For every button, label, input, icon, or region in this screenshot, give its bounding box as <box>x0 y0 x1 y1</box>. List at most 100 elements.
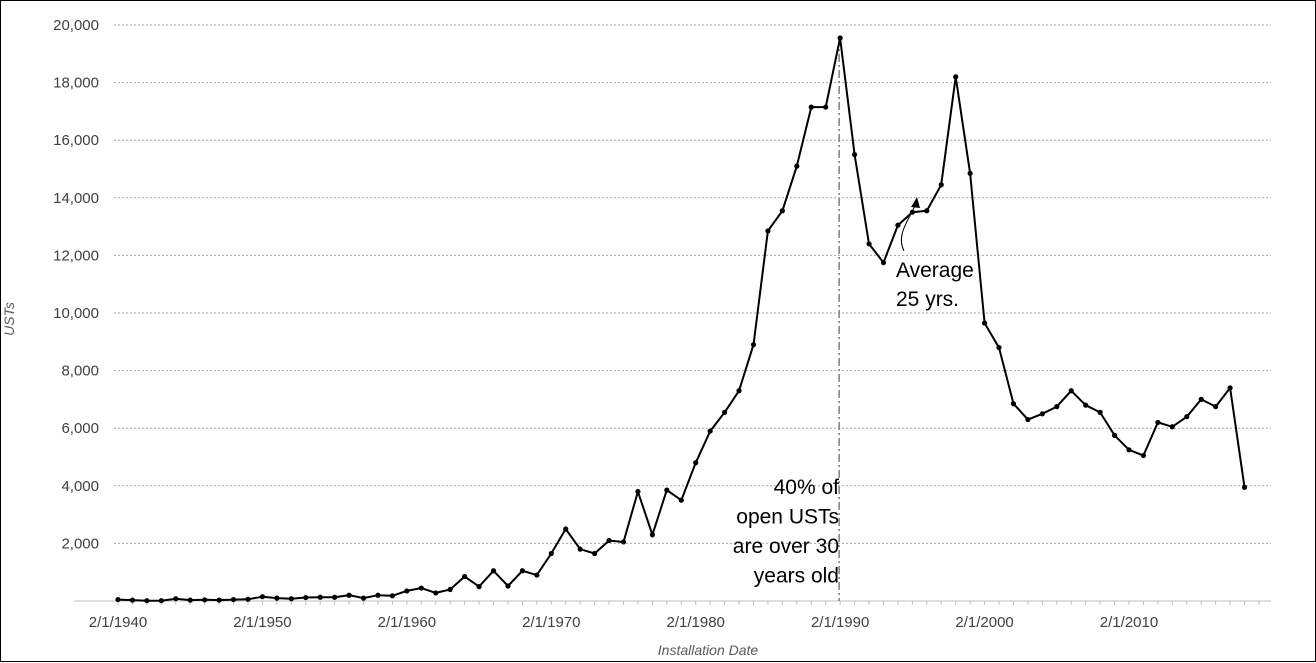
y-tick-label: 10,000 <box>53 305 99 322</box>
data-point <box>837 35 843 41</box>
data-point <box>389 593 396 599</box>
x-tick-label: 2/1/1980 <box>667 614 725 631</box>
x-tick-label: 2/1/1990 <box>811 614 869 631</box>
data-point <box>216 597 222 603</box>
x-axis-ticks: 2/1/1940 2/1/1950 2/1/1960 2/1/1970 2/1/1980… <box>89 601 1260 631</box>
data-point <box>1241 484 1248 490</box>
data-point <box>938 182 944 188</box>
data-point <box>1169 424 1175 430</box>
data-point <box>202 597 208 603</box>
y-tick-label: 18,000 <box>53 75 99 92</box>
data-point <box>404 588 410 594</box>
data-point <box>144 598 150 604</box>
data-point <box>620 539 627 545</box>
x-tick-label: 2/1/2000 <box>955 614 1013 631</box>
y-tick-label: 2,000 <box>61 535 99 552</box>
data-point <box>303 594 309 601</box>
data-point <box>750 342 757 348</box>
data-point <box>173 596 179 602</box>
data-point <box>678 497 684 503</box>
data-point <box>418 585 424 591</box>
y-axis-ticks: 2,000 4,000 6,000 8,000 10,000 12,000 14,000 16… <box>53 17 99 552</box>
data-point <box>996 344 1002 351</box>
data-point <box>187 597 193 603</box>
data-point <box>592 550 598 557</box>
y-tick-label: 4,000 <box>61 478 99 495</box>
data-point <box>274 595 280 601</box>
data-point <box>924 208 930 214</box>
arrow-shaft <box>900 205 916 252</box>
annotation-40pct: 40% of open USTs are over 30 years old <box>733 476 839 588</box>
data-point <box>606 537 612 544</box>
data-point <box>1010 401 1017 407</box>
series-line <box>117 37 1246 602</box>
data-point <box>722 409 728 415</box>
data-point <box>794 163 800 169</box>
data-point <box>1184 414 1190 420</box>
data-point <box>563 526 569 532</box>
data-point <box>1140 452 1147 459</box>
data-point <box>1126 447 1132 453</box>
data-point <box>519 568 526 574</box>
data-point <box>1227 385 1233 391</box>
data-point <box>490 568 497 574</box>
arrow-head <box>911 197 920 208</box>
data-point <box>346 592 352 598</box>
data-point <box>779 208 785 214</box>
data-point <box>981 320 988 326</box>
y-tick-label: 20,000 <box>53 17 99 34</box>
data-point <box>707 428 713 434</box>
data-point <box>736 388 742 394</box>
data-point <box>548 550 554 557</box>
data-point <box>1198 396 1204 402</box>
data-point <box>1068 388 1074 394</box>
data-point <box>693 460 699 466</box>
data-point <box>534 572 540 578</box>
data-point <box>245 596 251 602</box>
x-tick-label: 2/1/1940 <box>89 614 147 631</box>
average-arrow <box>900 197 920 252</box>
data-point <box>317 594 323 600</box>
data-point <box>129 597 136 603</box>
gridlines <box>114 24 1271 544</box>
data-point <box>115 596 121 603</box>
data-point <box>1083 402 1089 408</box>
y-tick-label: 14,000 <box>53 190 99 207</box>
data-point <box>1054 404 1060 410</box>
data-point <box>808 104 814 110</box>
data-point <box>1025 416 1031 423</box>
data-point <box>462 573 468 580</box>
annotation-average: Average 25 yrs. <box>896 259 974 311</box>
y-tick-label: 8,000 <box>61 363 99 380</box>
data-point <box>433 590 439 596</box>
data-point <box>230 596 237 603</box>
y-tick-label: 6,000 <box>61 420 99 437</box>
data-point <box>649 532 655 538</box>
data-point <box>447 586 453 593</box>
data-point <box>635 488 641 495</box>
data-point <box>577 546 583 552</box>
data-point <box>1097 409 1103 415</box>
data-point <box>332 594 338 600</box>
y-tick-label: 12,000 <box>53 247 99 264</box>
data-point <box>1155 419 1161 426</box>
data-point <box>953 74 959 80</box>
data-point <box>505 583 511 589</box>
x-tick-label: 2/1/1960 <box>378 614 436 631</box>
data-point <box>1111 432 1118 438</box>
y-axis-title: USTs <box>1 302 17 336</box>
y-tick-label: 16,000 <box>53 132 99 149</box>
data-point <box>476 584 482 590</box>
data-point <box>851 152 858 158</box>
x-tick-label: 2/1/2010 <box>1100 614 1158 631</box>
data-point <box>967 170 973 176</box>
x-tick-label: 2/1/1950 <box>233 614 291 631</box>
data-point <box>823 104 829 110</box>
x-axis-title: Installation Date <box>658 642 759 658</box>
data-point <box>895 222 901 228</box>
data-point <box>259 594 266 600</box>
data-point <box>1039 411 1045 417</box>
data-point <box>765 228 771 234</box>
